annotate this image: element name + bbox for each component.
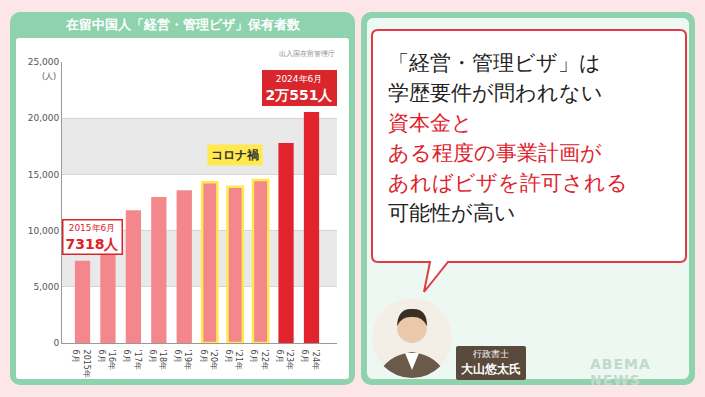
html-text:ABEMA NEWS: ABEMA NEWS bbox=[590, 356, 651, 388]
svg-text:2024年6月2万551人: 2024年6月2万551人 bbox=[266, 74, 334, 103]
html-text:行政書士: 行政書士 bbox=[473, 349, 509, 359]
html-text:学歴要件が問われない: 学歴要件が問われない bbox=[388, 81, 603, 105]
svg-text:0: 0 bbox=[53, 338, 59, 348]
html-text:「経営・管理ビザ」は: 「経営・管理ビザ」は bbox=[388, 51, 601, 75]
svg-text:'19年6月: '19年6月 bbox=[173, 350, 192, 370]
svg-text:出入国在留管理庁: 出入国在留管理庁 bbox=[279, 50, 335, 58]
svg-text:'23年6月: '23年6月 bbox=[275, 350, 294, 370]
svg-text:'21年6月: '21年6月 bbox=[224, 350, 243, 370]
svg-text:'18年6月: '18年6月 bbox=[148, 350, 167, 370]
svg-text:コロナ禍: コロナ禍 bbox=[211, 148, 259, 162]
svg-text:'24年6月: '24年6月 bbox=[300, 350, 319, 370]
html-text:可能性が高い: 可能性が高い bbox=[388, 201, 516, 225]
svg-text:25,000: 25,000 bbox=[28, 57, 60, 67]
html-text:大山悠太氏: 大山悠太氏 bbox=[461, 362, 521, 376]
html-text:あればビザを許可される: あればビザを許可される bbox=[388, 171, 628, 195]
svg-text:(人): (人) bbox=[42, 72, 56, 81]
html-text:ある程度の事業計画が: ある程度の事業計画が bbox=[388, 141, 602, 165]
svg-text:'22年6月: '22年6月 bbox=[249, 350, 268, 370]
svg-text:2015年6月: 2015年6月 bbox=[71, 350, 90, 378]
html-text:資本金と: 資本金と bbox=[388, 111, 473, 135]
svg-text:'17年6月: '17年6月 bbox=[122, 350, 141, 370]
html-text:在留中国人「経営・管理ビザ」保有者数: 在留中国人「経営・管理ビザ」保有者数 bbox=[65, 17, 300, 32]
svg-text:5,000: 5,000 bbox=[33, 282, 59, 292]
svg-text:'20年6月: '20年6月 bbox=[199, 350, 218, 370]
svg-text:10,000: 10,000 bbox=[28, 226, 60, 236]
svg-text:2015年6月7318人: 2015年6月7318人 bbox=[66, 223, 120, 252]
svg-text:20,000: 20,000 bbox=[28, 113, 60, 123]
svg-text:'16年6月: '16年6月 bbox=[97, 350, 116, 370]
svg-text:15,000: 15,000 bbox=[28, 170, 60, 180]
